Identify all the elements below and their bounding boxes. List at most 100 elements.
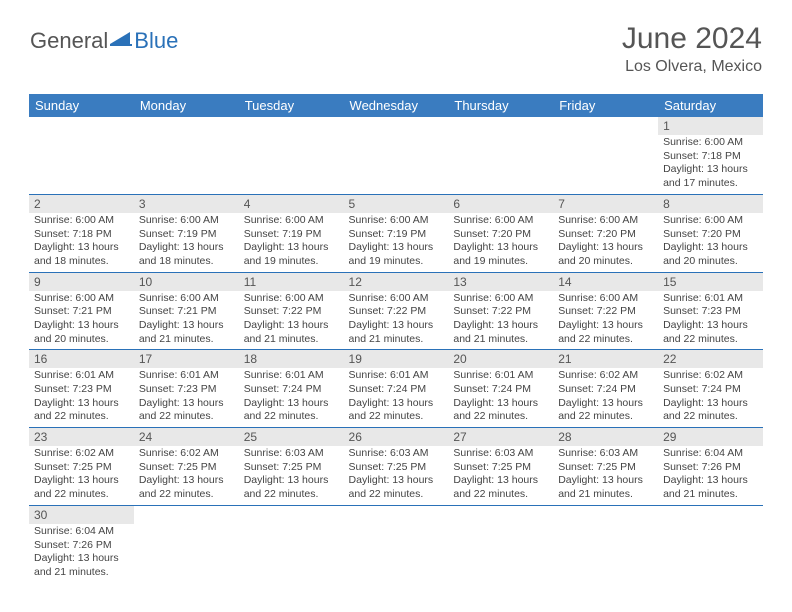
day-d1: Daylight: 13 hours [453,474,548,488]
day-d1: Daylight: 13 hours [663,319,758,333]
day-d1: Daylight: 13 hours [34,474,129,488]
day-d2: and 22 minutes. [453,410,548,424]
calendar-day-cell: 9Sunrise: 6:00 AMSunset: 7:21 PMDaylight… [29,272,134,350]
day-d2: and 21 minutes. [558,488,653,502]
day-number: 11 [239,273,344,291]
day-details: Sunrise: 6:03 AMSunset: 7:25 PMDaylight:… [239,446,344,505]
title-block: June 2024 Los Olvera, Mexico [622,22,762,76]
day-d2: and 22 minutes. [663,333,758,347]
weekday-header-row: Sunday Monday Tuesday Wednesday Thursday… [29,94,763,117]
day-details: Sunrise: 6:00 AMSunset: 7:21 PMDaylight:… [134,291,239,350]
calendar-day-cell: 21Sunrise: 6:02 AMSunset: 7:24 PMDayligh… [553,350,658,428]
day-d2: and 22 minutes. [558,333,653,347]
day-sunset: Sunset: 7:24 PM [558,383,653,397]
day-sunrise: Sunrise: 6:00 AM [663,136,758,150]
logo-text-blue: Blue [134,28,178,54]
day-sunset: Sunset: 7:22 PM [453,305,548,319]
calendar-day-cell [239,505,344,582]
calendar-day-cell: 10Sunrise: 6:00 AMSunset: 7:21 PMDayligh… [134,272,239,350]
calendar-day-cell [448,117,553,194]
calendar-day-cell: 5Sunrise: 6:00 AMSunset: 7:19 PMDaylight… [344,194,449,272]
weekday-header: Thursday [448,94,553,117]
day-details: Sunrise: 6:02 AMSunset: 7:24 PMDaylight:… [658,368,763,427]
day-details: Sunrise: 6:01 AMSunset: 7:23 PMDaylight:… [29,368,134,427]
day-details: Sunrise: 6:02 AMSunset: 7:25 PMDaylight:… [134,446,239,505]
day-number: 15 [658,273,763,291]
calendar-day-cell: 30Sunrise: 6:04 AMSunset: 7:26 PMDayligh… [29,505,134,582]
calendar-day-cell: 15Sunrise: 6:01 AMSunset: 7:23 PMDayligh… [658,272,763,350]
calendar-week-row: 30Sunrise: 6:04 AMSunset: 7:26 PMDayligh… [29,505,763,582]
day-details: Sunrise: 6:04 AMSunset: 7:26 PMDaylight:… [658,446,763,505]
calendar-day-cell: 20Sunrise: 6:01 AMSunset: 7:24 PMDayligh… [448,350,553,428]
calendar-day-cell: 22Sunrise: 6:02 AMSunset: 7:24 PMDayligh… [658,350,763,428]
calendar-day-cell: 8Sunrise: 6:00 AMSunset: 7:20 PMDaylight… [658,194,763,272]
day-details: Sunrise: 6:00 AMSunset: 7:20 PMDaylight:… [553,213,658,272]
day-sunrise: Sunrise: 6:02 AM [34,447,129,461]
day-details: Sunrise: 6:03 AMSunset: 7:25 PMDaylight:… [553,446,658,505]
day-sunrise: Sunrise: 6:00 AM [244,292,339,306]
day-details: Sunrise: 6:00 AMSunset: 7:19 PMDaylight:… [344,213,449,272]
day-number: 18 [239,350,344,368]
day-d1: Daylight: 13 hours [34,552,129,566]
day-sunset: Sunset: 7:19 PM [139,228,234,242]
day-d2: and 17 minutes. [663,177,758,191]
day-details: Sunrise: 6:00 AMSunset: 7:22 PMDaylight:… [553,291,658,350]
day-sunset: Sunset: 7:24 PM [349,383,444,397]
calendar-day-cell: 29Sunrise: 6:04 AMSunset: 7:26 PMDayligh… [658,428,763,506]
day-number: 10 [134,273,239,291]
day-d2: and 22 minutes. [558,410,653,424]
day-d1: Daylight: 13 hours [453,397,548,411]
weekday-header: Sunday [29,94,134,117]
day-sunset: Sunset: 7:20 PM [558,228,653,242]
day-sunset: Sunset: 7:26 PM [34,539,129,553]
calendar-day-cell [29,117,134,194]
day-details: Sunrise: 6:02 AMSunset: 7:24 PMDaylight:… [553,368,658,427]
calendar-day-cell: 1Sunrise: 6:00 AMSunset: 7:18 PMDaylight… [658,117,763,194]
calendar-week-row: 9Sunrise: 6:00 AMSunset: 7:21 PMDaylight… [29,272,763,350]
day-sunrise: Sunrise: 6:01 AM [139,369,234,383]
day-number: 26 [344,428,449,446]
day-d2: and 22 minutes. [139,488,234,502]
day-d1: Daylight: 13 hours [663,241,758,255]
day-sunset: Sunset: 7:20 PM [453,228,548,242]
calendar-day-cell: 18Sunrise: 6:01 AMSunset: 7:24 PMDayligh… [239,350,344,428]
day-sunset: Sunset: 7:25 PM [139,461,234,475]
day-details: Sunrise: 6:00 AMSunset: 7:18 PMDaylight:… [658,135,763,194]
weekday-header: Friday [553,94,658,117]
day-sunset: Sunset: 7:21 PM [34,305,129,319]
day-d2: and 21 minutes. [139,333,234,347]
day-sunrise: Sunrise: 6:00 AM [139,292,234,306]
day-d2: and 22 minutes. [349,488,444,502]
day-sunrise: Sunrise: 6:03 AM [453,447,548,461]
day-d1: Daylight: 13 hours [349,397,444,411]
calendar-day-cell: 17Sunrise: 6:01 AMSunset: 7:23 PMDayligh… [134,350,239,428]
day-number: 2 [29,195,134,213]
calendar-day-cell: 6Sunrise: 6:00 AMSunset: 7:20 PMDaylight… [448,194,553,272]
calendar-day-cell: 4Sunrise: 6:00 AMSunset: 7:19 PMDaylight… [239,194,344,272]
day-sunrise: Sunrise: 6:00 AM [349,214,444,228]
weekday-header: Saturday [658,94,763,117]
calendar-day-cell: 28Sunrise: 6:03 AMSunset: 7:25 PMDayligh… [553,428,658,506]
day-number: 30 [29,506,134,524]
day-d1: Daylight: 13 hours [244,319,339,333]
day-number: 27 [448,428,553,446]
day-sunrise: Sunrise: 6:02 AM [663,369,758,383]
day-d1: Daylight: 13 hours [349,241,444,255]
day-sunset: Sunset: 7:25 PM [34,461,129,475]
day-d1: Daylight: 13 hours [139,397,234,411]
day-number: 4 [239,195,344,213]
day-d1: Daylight: 13 hours [139,474,234,488]
day-details: Sunrise: 6:00 AMSunset: 7:19 PMDaylight:… [134,213,239,272]
day-number: 24 [134,428,239,446]
day-d2: and 19 minutes. [244,255,339,269]
calendar-day-cell: 25Sunrise: 6:03 AMSunset: 7:25 PMDayligh… [239,428,344,506]
day-d1: Daylight: 13 hours [34,319,129,333]
day-sunrise: Sunrise: 6:01 AM [349,369,444,383]
day-d2: and 20 minutes. [558,255,653,269]
logo: General Blue [30,28,178,54]
day-d2: and 19 minutes. [453,255,548,269]
calendar-day-cell: 2Sunrise: 6:00 AMSunset: 7:18 PMDaylight… [29,194,134,272]
calendar-week-row: 1Sunrise: 6:00 AMSunset: 7:18 PMDaylight… [29,117,763,194]
calendar-day-cell: 27Sunrise: 6:03 AMSunset: 7:25 PMDayligh… [448,428,553,506]
day-details: Sunrise: 6:04 AMSunset: 7:26 PMDaylight:… [29,524,134,583]
